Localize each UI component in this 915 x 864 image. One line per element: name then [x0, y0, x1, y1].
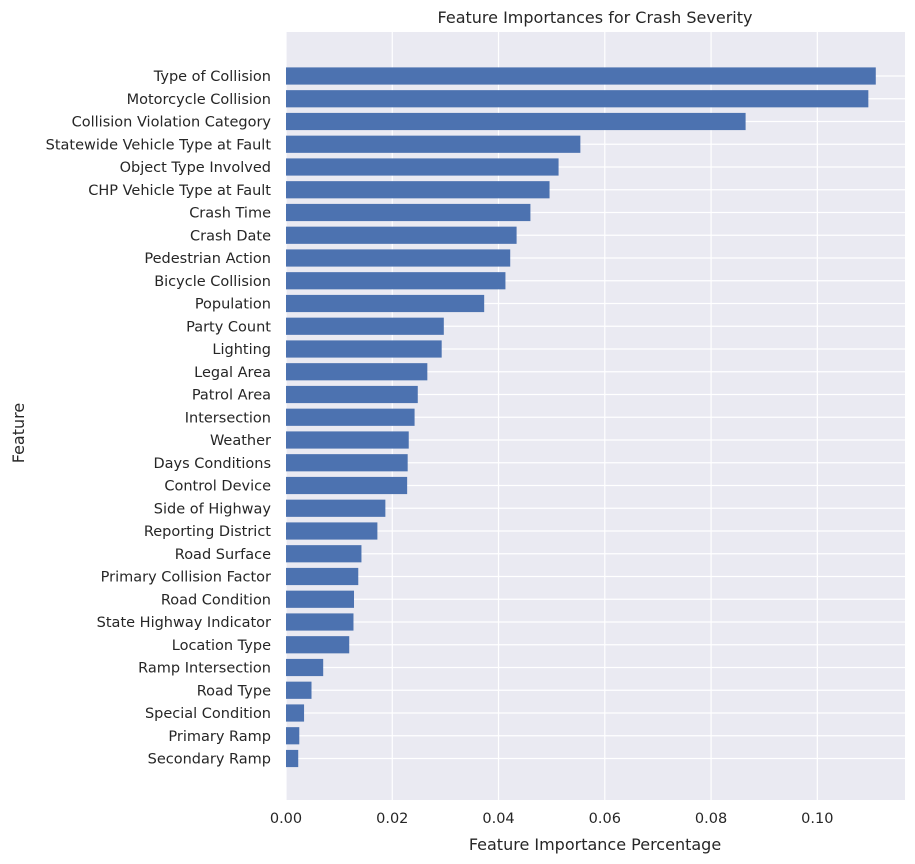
bar	[286, 249, 511, 267]
category-label: Statewide Vehicle Type at Fault	[46, 137, 272, 153]
bar	[286, 454, 408, 472]
category-label: Road Condition	[161, 592, 271, 608]
bar	[286, 431, 409, 449]
category-label: CHP Vehicle Type at Fault	[88, 183, 271, 199]
category-label: Bicycle Collision	[154, 274, 271, 290]
category-label: Legal Area	[194, 365, 271, 381]
bar	[286, 476, 408, 495]
category-label: Road Surface	[175, 547, 271, 563]
bar	[286, 613, 354, 631]
bar	[286, 135, 581, 153]
category-label: Party Count	[186, 319, 271, 335]
bar	[286, 385, 418, 404]
category-label: Special Condition	[145, 706, 271, 722]
bar	[286, 294, 485, 313]
category-label: Population	[195, 297, 271, 313]
category-label: Object Type Involved	[120, 160, 271, 176]
bar	[286, 749, 299, 768]
category-labels: Type of Collision Motorcycle Collision Col…	[46, 69, 272, 768]
category-label: Reporting District	[144, 524, 271, 540]
bar	[286, 363, 428, 381]
category-label: Primary Ramp	[168, 729, 271, 745]
category-label: Collision Violation Category	[72, 115, 272, 131]
bar	[286, 567, 359, 586]
bars	[286, 67, 876, 768]
bar	[286, 636, 350, 654]
bar	[286, 522, 378, 540]
bar	[286, 499, 386, 517]
category-label: Days Conditions	[153, 456, 271, 472]
bar	[286, 704, 305, 722]
bar	[286, 272, 506, 290]
bar	[286, 90, 869, 108]
category-label: Weather	[210, 433, 271, 449]
bar	[286, 226, 517, 244]
bar	[286, 67, 876, 85]
bar	[286, 158, 559, 176]
category-label: Intersection	[185, 410, 271, 426]
bar	[286, 681, 312, 699]
bar	[286, 203, 531, 222]
x-axis-label: Feature Importance Percentage	[469, 835, 721, 854]
category-label: State Highway Indicator	[97, 615, 271, 631]
bar	[286, 658, 324, 677]
category-label: Primary Collision Factor	[101, 570, 271, 586]
x-tick-label: 0.02	[376, 811, 408, 827]
x-tick-label: 0.10	[801, 811, 833, 827]
bar	[286, 181, 550, 199]
y-axis-label: Feature	[9, 403, 28, 463]
category-label: Side of Highway	[154, 501, 272, 517]
category-label: Secondary Ramp	[148, 752, 271, 768]
category-label: Location Type	[172, 638, 271, 654]
chart-title: Feature Importances for Crash Severity	[438, 8, 753, 27]
bar	[286, 112, 746, 131]
bar	[286, 408, 415, 426]
x-tick-label: 0.08	[695, 811, 727, 827]
x-tick-label: 0.04	[482, 811, 514, 827]
category-label: Control Device	[164, 479, 271, 495]
category-label: Pedestrian Action	[144, 251, 271, 267]
category-label: Ramp Intersection	[138, 661, 271, 677]
category-label: Type of Collision	[153, 69, 271, 85]
x-tick-labels: 0.00 0.02 0.04 0.06 0.08 0.10	[270, 811, 834, 827]
bar	[286, 590, 355, 608]
category-label: Lighting	[212, 342, 271, 358]
category-label: Motorcycle Collision	[127, 92, 271, 108]
bar	[286, 340, 442, 358]
category-label: Patrol Area	[192, 388, 271, 404]
category-label: Road Type	[197, 683, 271, 699]
category-label: Crash Date	[190, 228, 271, 244]
category-label: Crash Time	[189, 206, 271, 222]
x-tick-label: 0.00	[270, 811, 302, 827]
x-tick-label: 0.06	[589, 811, 621, 827]
bar	[286, 317, 444, 335]
bar	[286, 545, 362, 563]
bar	[286, 727, 300, 745]
